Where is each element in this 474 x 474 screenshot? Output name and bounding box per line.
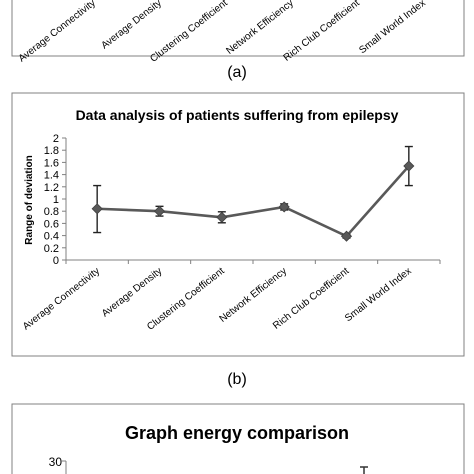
panel-a-frame <box>11 0 465 57</box>
caption-b: (b) <box>227 371 247 388</box>
chart-b-y-tick-label: 1.2 <box>44 182 59 194</box>
panel-c: Graph energy comparison 30 <box>11 403 465 474</box>
chart-b-title: Data analysis of patients suffering from… <box>76 107 399 123</box>
chart-b-y-tick-label: 0.4 <box>44 231 59 243</box>
chart-b-point-average-connectivity <box>91 203 103 215</box>
chart-b-x-axis <box>65 259 441 264</box>
chart-b-point-small-world-index <box>403 160 415 172</box>
chart-b-point-network-efficiency <box>278 201 290 213</box>
chart-b-y-axis: 00.20.40.60.811.21.41.61.82 <box>44 133 67 267</box>
chart-b-y-tick-label: 1 <box>53 194 59 206</box>
caption-a: (a) <box>227 64 247 81</box>
chart-b-point-rich-club-coefficient <box>340 230 353 242</box>
chart-b-y-tick-label: 1.6 <box>44 157 59 169</box>
chart-b-y-tick-label: 0.6 <box>44 218 59 230</box>
chart-c-frame <box>11 403 465 474</box>
chart-b-ylabel: Range of deviation <box>24 155 35 244</box>
chart-b-point-clustering-coefficient <box>216 211 228 223</box>
chart-b-point-average-density <box>153 205 166 217</box>
chart-b-series-line <box>97 165 410 238</box>
chart-b-y-tick-label: 1.8 <box>44 145 59 157</box>
chart-c-title: Graph energy comparison <box>125 423 349 443</box>
chart-b-y-tick-label: 2 <box>53 133 59 145</box>
chart-b-y-tick-label: 0 <box>53 255 59 267</box>
chart-b-frame <box>11 92 465 357</box>
chart-b-y-tick-label: 0.8 <box>44 206 59 218</box>
panel-b: Data analysis of patients suffering from… <box>11 92 465 388</box>
panel-a: Average Connectivity Average DensityClust… <box>11 0 465 81</box>
chart-b-series <box>91 145 415 242</box>
chart-b-y-tick-label: 0.2 <box>44 243 59 255</box>
chart-c-y-tick-30: 30 <box>49 455 63 469</box>
chart-b-y-tick-label: 1.4 <box>44 170 59 182</box>
